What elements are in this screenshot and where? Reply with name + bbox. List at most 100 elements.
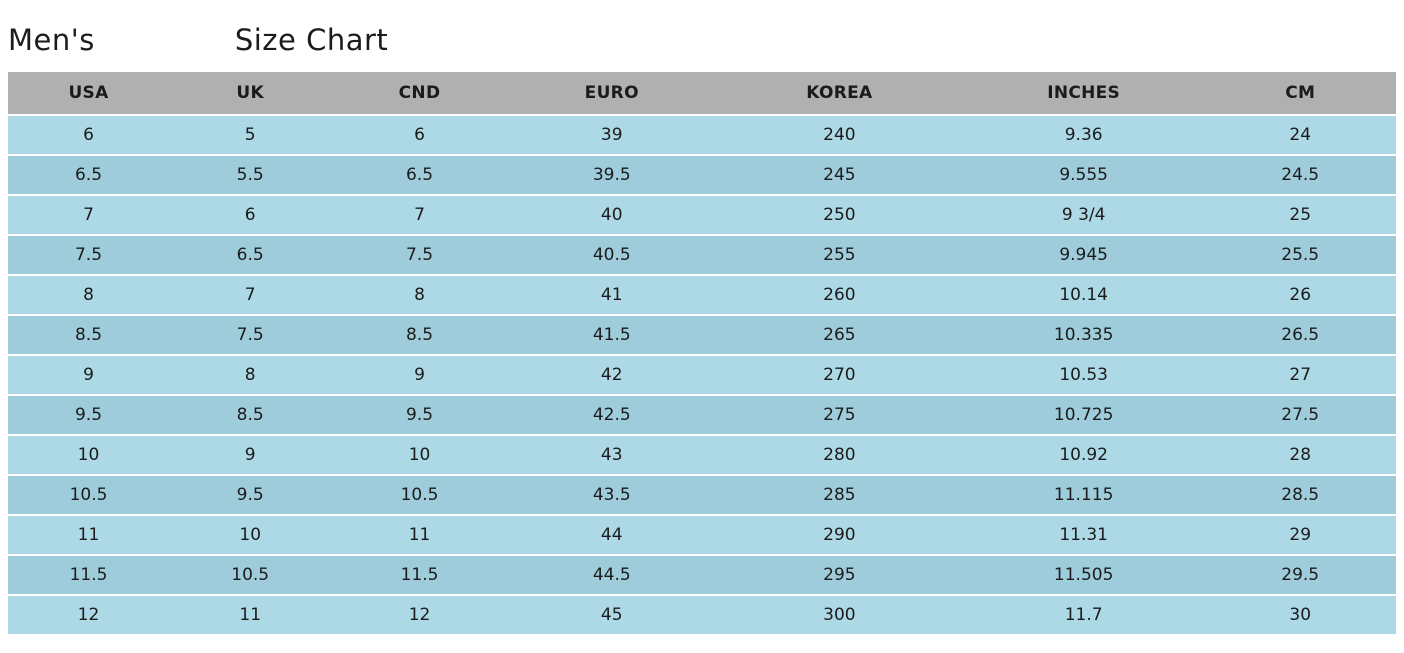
table-cell: 44 [507,515,716,554]
table-cell: 8 [8,275,169,314]
table-cell: 11.5 [331,555,508,594]
table-cell: 7.5 [331,235,508,274]
table-cell: 41 [507,275,716,314]
table-cell: 11.115 [962,475,1205,514]
table-cell: 6.5 [8,155,169,194]
table-cell: 26 [1204,275,1396,314]
table-cell: 270 [715,355,963,394]
table-cell: 10 [331,435,508,474]
table-cell: 6.5 [169,235,332,274]
table-cell: 8.5 [8,315,169,354]
table-cell: 9 [8,355,169,394]
table-cell: 285 [715,475,963,514]
table-cell: 11.31 [962,515,1205,554]
column-header-inches: INCHES [962,71,1205,114]
table-cell: 9.945 [962,235,1205,274]
table-cell: 8.5 [331,315,508,354]
table-cell: 10.5 [169,555,332,594]
table-cell: 26.5 [1204,315,1396,354]
table-cell: 10.725 [962,395,1205,434]
table-cell: 6 [331,115,508,154]
table-cell: 290 [715,515,963,554]
table-cell: 255 [715,235,963,274]
table-cell: 45 [507,595,716,634]
table-row: 11.5 10.5 11.5 44.5 295 11.505 29.5 [8,555,1396,594]
table-cell: 5 [169,115,332,154]
table-cell: 8 [169,355,332,394]
table-row: 7 6 7 40 250 9 3/4 25 [8,195,1396,234]
table-row: 10.5 9.5 10.5 43.5 285 11.115 28.5 [8,475,1396,514]
table-cell: 9.5 [8,395,169,434]
table-cell: 9 [169,435,332,474]
table-cell: 10 [8,435,169,474]
table-cell: 11 [8,515,169,554]
table-cell: 7 [8,195,169,234]
table-cell: 40.5 [507,235,716,274]
table-cell: 6.5 [331,155,508,194]
table-cell: 27.5 [1204,395,1396,434]
table-cell: 39 [507,115,716,154]
table-cell: 300 [715,595,963,634]
table-cell: 11.7 [962,595,1205,634]
column-header-euro: EURO [507,71,716,114]
table-cell: 245 [715,155,963,194]
table-cell: 9.36 [962,115,1205,154]
page-title-prefix: Men's [8,23,95,57]
table-row: 10 9 10 43 280 10.92 28 [8,435,1396,474]
table-cell: 265 [715,315,963,354]
table-cell: 44.5 [507,555,716,594]
column-header-cm: CM [1204,71,1396,114]
table-row: 8.5 7.5 8.5 41.5 265 10.335 26.5 [8,315,1396,354]
table-cell: 260 [715,275,963,314]
table-cell: 7 [169,275,332,314]
table-cell: 10.5 [331,475,508,514]
table-cell: 11.505 [962,555,1205,594]
column-header-usa: USA [8,71,169,114]
table-cell: 9.5 [169,475,332,514]
table-cell: 7 [331,195,508,234]
table-row: 11 10 11 44 290 11.31 29 [8,515,1396,554]
table-cell: 6 [8,115,169,154]
table-cell: 10.53 [962,355,1205,394]
table-cell: 5.5 [169,155,332,194]
table-cell: 275 [715,395,963,434]
table-cell: 39.5 [507,155,716,194]
table-cell: 10.5 [8,475,169,514]
table-cell: 12 [8,595,169,634]
table-cell: 28.5 [1204,475,1396,514]
table-cell: 41.5 [507,315,716,354]
table-row: 6.5 5.5 6.5 39.5 245 9.555 24.5 [8,155,1396,194]
column-header-uk: UK [169,71,332,114]
erased-brand-space [95,49,235,50]
column-header-cnd: CND [331,71,508,114]
table-cell: 25 [1204,195,1396,234]
table-row: 12 11 12 45 300 11.7 30 [8,595,1396,634]
size-table: USA UK CND EURO KOREA INCHES CM 6 5 6 39 240 9.36 24… [8,70,1396,636]
table-cell: 40 [507,195,716,234]
table-cell: 9 [331,355,508,394]
table-cell: 43.5 [507,475,716,514]
table-row: 9.5 8.5 9.5 42.5 275 10.725 27.5 [8,395,1396,434]
table-cell: 10.92 [962,435,1205,474]
table-row: 9 8 9 42 270 10.53 27 [8,355,1396,394]
table-cell: 42.5 [507,395,716,434]
table-cell: 7.5 [169,315,332,354]
table-cell: 9.555 [962,155,1205,194]
page-title: Men's Size Chart [8,20,1396,61]
table-cell: 43 [507,435,716,474]
table-cell: 29 [1204,515,1396,554]
table-cell: 7.5 [8,235,169,274]
column-header-korea: KOREA [715,71,963,114]
table-cell: 8.5 [169,395,332,434]
table-cell: 25.5 [1204,235,1396,274]
table-cell: 9.5 [331,395,508,434]
table-cell: 8 [331,275,508,314]
table-cell: 11.5 [8,555,169,594]
table-cell: 295 [715,555,963,594]
table-cell: 28 [1204,435,1396,474]
table-row: 7.5 6.5 7.5 40.5 255 9.945 25.5 [8,235,1396,274]
table-cell: 12 [331,595,508,634]
table-cell: 24.5 [1204,155,1396,194]
table-cell: 11 [169,595,332,634]
